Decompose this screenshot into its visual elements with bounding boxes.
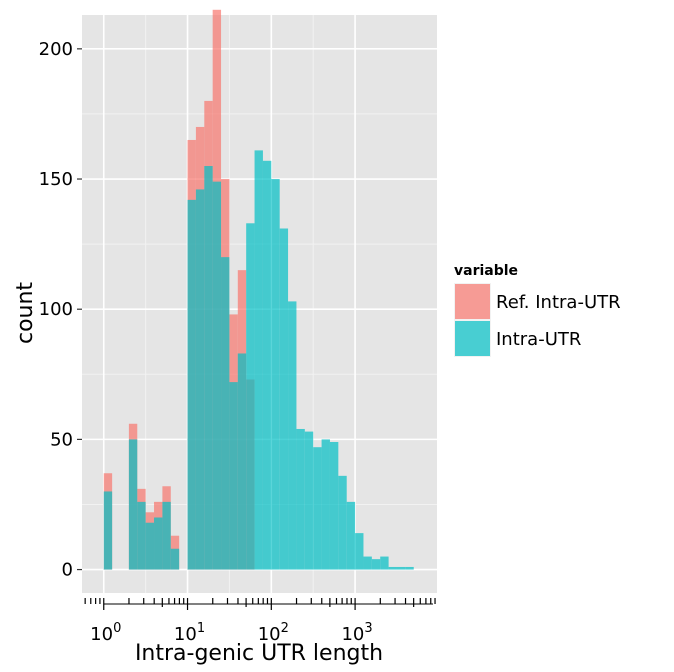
- legend-key: [455, 284, 490, 319]
- bar-intra-utr: [321, 439, 330, 570]
- legend: variable Ref. Intra-UTR Intra-UTR: [454, 263, 621, 357]
- bar-intra-utr: [229, 382, 238, 570]
- bar-intra-utr: [254, 150, 263, 570]
- bar-intra-utr: [329, 441, 339, 570]
- bar-intra-utr: [246, 223, 255, 570]
- bar-intra-utr: [380, 556, 389, 570]
- x-tick-label: 100: [90, 621, 121, 645]
- bar-intra-utr: [103, 491, 113, 570]
- bar-intra-utr: [212, 181, 222, 570]
- bar-intra-utr: [170, 548, 180, 570]
- bar-intra-utr: [262, 160, 272, 570]
- bar-intra-utr: [187, 199, 196, 570]
- x-axis-title: Intra-genic UTR length: [135, 641, 383, 666]
- bar-intra-utr: [162, 501, 171, 570]
- bar-intra-utr: [346, 501, 356, 570]
- bar-intra-utr: [313, 447, 322, 570]
- bar-intra-utr: [338, 475, 347, 570]
- y-tick-label: 100: [39, 299, 73, 320]
- bar-intra-utr: [388, 566, 397, 570]
- bar-intra-utr: [396, 566, 406, 570]
- bar-intra-utr: [145, 522, 155, 570]
- bar-intra-utr: [195, 189, 205, 570]
- bar-intra-utr: [371, 559, 381, 570]
- bar-intra-utr: [221, 257, 230, 570]
- y-tick-label: 150: [39, 169, 73, 190]
- bar-intra-utr: [137, 501, 146, 570]
- bar-intra-utr: [271, 179, 280, 570]
- y-tick-label: 0: [62, 560, 73, 581]
- bar-intra-utr: [237, 353, 247, 570]
- bar-intra-utr: [355, 533, 364, 570]
- x-axis-ticks: 100 101 102 103: [84, 598, 436, 645]
- bar-intra-utr: [279, 228, 289, 570]
- legend-title: variable: [454, 263, 518, 279]
- bar-intra-utr: [296, 428, 305, 570]
- y-axis-ticks: 0 50 100 150 200: [39, 39, 82, 581]
- bars: [103, 9, 414, 570]
- legend-label: Intra-UTR: [496, 329, 581, 350]
- legend-key: [455, 321, 490, 356]
- legend-label: Ref. Intra-UTR: [496, 292, 621, 313]
- bar-intra-utr: [304, 431, 314, 570]
- y-tick-label: 50: [50, 429, 73, 450]
- bar-intra-utr: [154, 517, 163, 570]
- y-tick-label: 200: [39, 39, 73, 60]
- bar-intra-utr: [405, 566, 414, 570]
- bar-intra-utr: [363, 556, 372, 570]
- bar-intra-utr: [128, 439, 138, 570]
- y-axis-title: count: [13, 282, 38, 344]
- bar-intra-utr: [204, 166, 213, 570]
- bar-intra-utr: [288, 301, 297, 570]
